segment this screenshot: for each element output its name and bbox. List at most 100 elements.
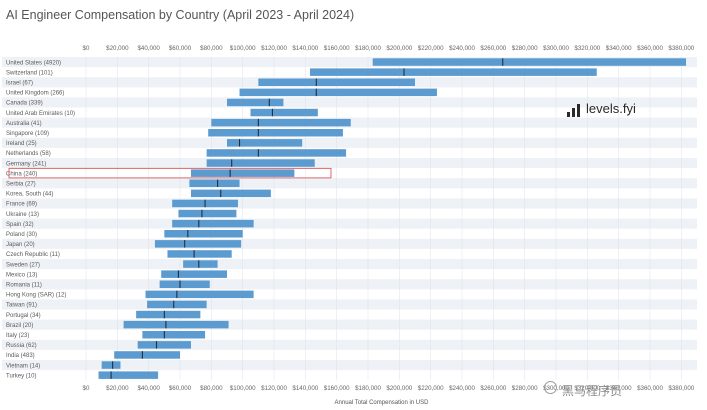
x-tick-label-bottom: $100,000 (230, 385, 256, 392)
range-bar (154, 240, 242, 248)
x-tick-label-bottom: $340,000 (606, 385, 632, 392)
x-tick-label-bottom: $60,000 (169, 385, 192, 392)
category-label: Netherlands (58) (6, 151, 51, 157)
category-label: Singapore (109) (6, 131, 49, 137)
range-bar (161, 270, 227, 278)
row-band (2, 218, 697, 229)
x-tick-label-bottom: $20,000 (106, 385, 129, 392)
range-bar (183, 260, 218, 268)
range-bar (189, 179, 240, 187)
x-tick-label-bottom: $320,000 (574, 385, 600, 392)
row-band (2, 178, 697, 189)
category-label: Israel (67) (6, 80, 33, 86)
range-bar (114, 351, 180, 359)
row-band (2, 259, 697, 270)
row-band (2, 137, 697, 148)
category-label: Ireland (25) (6, 141, 37, 147)
x-tick-label-bottom: $220,000 (418, 385, 444, 392)
row-band (2, 198, 697, 209)
range-bar (136, 310, 201, 319)
category-label: India (483) (6, 353, 35, 359)
category-label: Serbia (27) (6, 181, 36, 187)
x-tick-label-top: $340,000 (606, 45, 632, 52)
range-bar (167, 250, 232, 258)
x-tick-label-bottom: $120,000 (261, 385, 287, 392)
range-bar (227, 98, 284, 107)
x-tick-label-top: $380,000 (668, 45, 694, 52)
range-bar (178, 209, 237, 218)
x-tick-label-top: $80,000 (200, 45, 223, 52)
x-tick-label-bottom: $360,000 (637, 385, 663, 392)
range-bar (239, 88, 437, 97)
x-tick-label-top: $320,000 (574, 45, 600, 52)
range-bar (211, 118, 351, 127)
range-bar (208, 129, 343, 137)
range-bar (190, 189, 271, 198)
category-label: Taiwan (91) (6, 303, 37, 309)
x-tick-label-top: $100,000 (230, 45, 256, 52)
x-tick-label-top: $120,000 (261, 45, 287, 52)
x-tick-label-bottom: $140,000 (292, 385, 318, 392)
category-label: Vietnam (14) (6, 363, 40, 369)
x-tick-label-bottom: $280,000 (512, 385, 538, 392)
x-tick-label-bottom: $160,000 (324, 385, 350, 392)
category-label: Hong Kong (SAR) (12) (6, 293, 66, 299)
range-bar (101, 361, 121, 369)
category-label: Mexico (13) (6, 272, 37, 278)
x-tick-label-top: $360,000 (637, 45, 663, 52)
range-bar (227, 139, 303, 147)
category-label: Poland (30) (6, 232, 37, 238)
range-bar (372, 58, 687, 66)
x-axis-label: Annual Total Compensation in USD (335, 400, 430, 406)
x-tick-label-top: $240,000 (449, 45, 475, 52)
category-label: Portugal (34) (6, 313, 41, 319)
row-band (2, 339, 697, 350)
range-bar (147, 300, 207, 309)
x-tick-label-top: $280,000 (512, 45, 538, 52)
chart-title: AI Engineer Compensation by Country (Apr… (6, 8, 355, 22)
row-band (2, 238, 697, 249)
source-watermark: 黑马程序员 (562, 384, 623, 398)
category-label: Spain (32) (6, 222, 34, 228)
category-label: Korea, South (44) (6, 192, 53, 198)
range-bar (172, 219, 254, 228)
category-label: Turkey (10) (6, 373, 36, 379)
x-tick-label-bottom: $0 (83, 385, 90, 392)
category-label: Brazil (20) (6, 323, 33, 329)
x-tick-label-top: $180,000 (355, 45, 381, 52)
levels-fyi-logo-icon (567, 104, 580, 117)
range-bar (123, 320, 229, 329)
category-label: France (69) (6, 202, 37, 208)
category-label: Czech Republic (11) (6, 252, 60, 258)
category-label: Russia (62) (6, 343, 37, 349)
row-band (2, 279, 697, 290)
range-bar (258, 78, 415, 86)
range-bar (206, 159, 315, 167)
x-tick-label-top: $220,000 (418, 45, 444, 52)
range-bar (137, 341, 191, 349)
x-tick-label-top: $40,000 (137, 45, 160, 52)
range-bar (190, 169, 295, 177)
x-tick-label-top: $20,000 (106, 45, 129, 52)
category-label: United States (4920) (6, 60, 61, 66)
levels-fyi-watermark: levels.fyi (586, 101, 636, 116)
x-tick-label-top: $0 (83, 45, 90, 52)
category-label: Romania (11) (6, 282, 42, 288)
x-tick-label-bottom: $180,000 (355, 385, 381, 392)
row-band (2, 360, 697, 371)
category-label: Germany (241) (6, 161, 46, 167)
x-tick-label-bottom: $40,000 (137, 385, 160, 392)
range-bar (145, 290, 254, 299)
category-label: Switzerland (101) (6, 70, 53, 76)
x-tick-label-bottom: $80,000 (200, 385, 223, 392)
category-label: Canada (339) (6, 101, 43, 107)
source-watermark-icon (544, 381, 557, 394)
highlight-box (8, 167, 332, 179)
range-bar (310, 68, 597, 76)
category-label: United Arab Emirates (10) (6, 111, 75, 117)
x-tick-label-bottom: $240,000 (449, 385, 475, 392)
range-bar (159, 280, 210, 288)
x-tick-label-top: $60,000 (169, 45, 192, 52)
x-tick-label-bottom: $200,000 (386, 385, 412, 392)
